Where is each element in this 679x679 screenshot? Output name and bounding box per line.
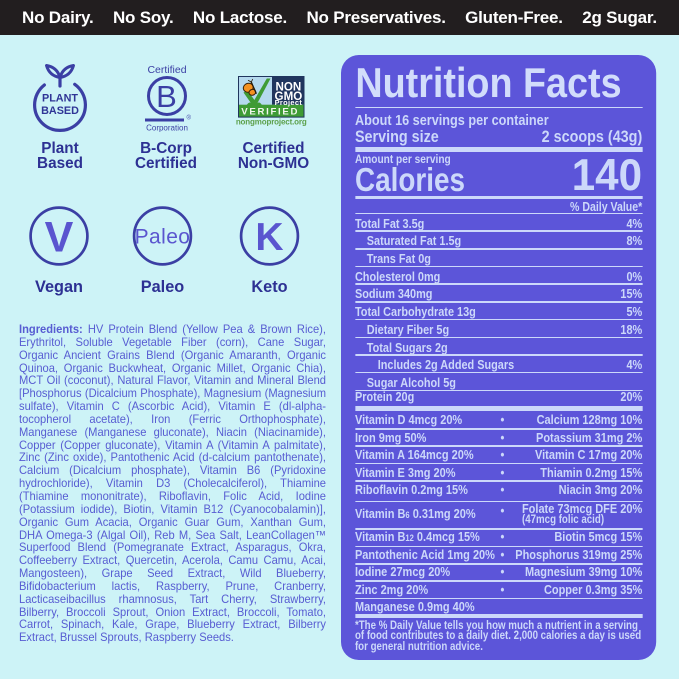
svg-text:NON: NON [276,80,302,93]
svg-text:Certified: Certified [147,64,186,76]
svg-text:GMO: GMO [275,89,303,102]
svg-text:VERIFIED: VERIFIED [241,106,299,117]
svg-text:BASED: BASED [41,105,79,117]
svg-text:Project: Project [275,98,303,107]
svg-text:nongmoproject.org: nongmoproject.org [236,117,307,126]
svg-text:K: K [255,216,283,259]
svg-text:Corporation: Corporation [146,124,188,133]
svg-text:®: ® [187,115,192,122]
svg-text:V: V [45,214,74,262]
svg-text:PLANT: PLANT [42,93,78,105]
svg-text:Paleo: Paleo [135,226,191,249]
svg-text:B: B [156,79,177,114]
